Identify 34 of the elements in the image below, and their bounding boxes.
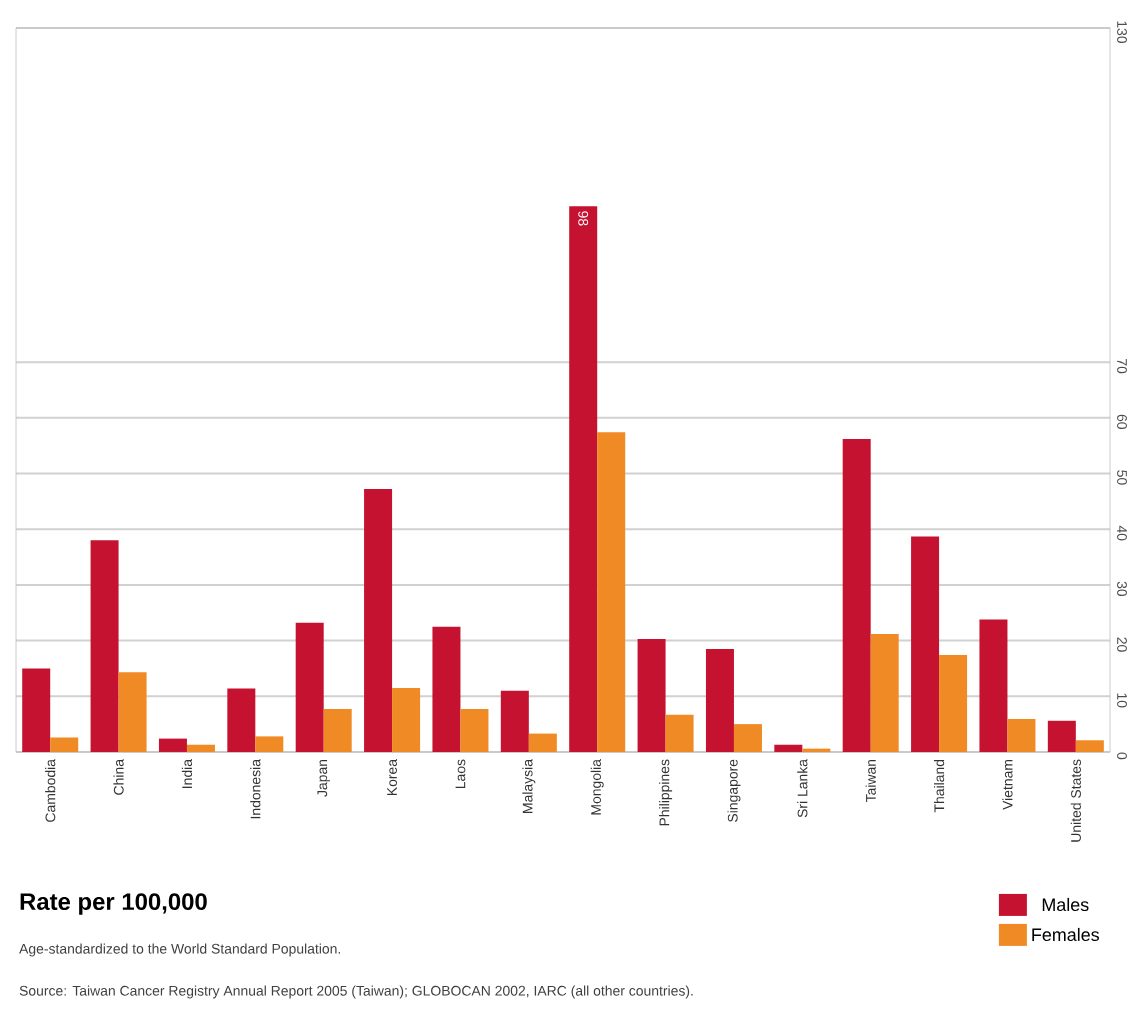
legend-label: Males	[1042, 897, 1089, 912]
bar	[665, 714, 694, 752]
bar	[90, 540, 119, 752]
bar	[870, 633, 899, 752]
bar	[637, 638, 666, 752]
bar	[842, 438, 871, 752]
bar	[1075, 740, 1104, 752]
legend-label: Females	[1032, 927, 1099, 942]
bar	[569, 206, 598, 752]
bar	[50, 737, 79, 752]
bar	[295, 622, 324, 752]
bar	[939, 655, 968, 752]
bar	[774, 744, 803, 752]
bar	[597, 432, 626, 752]
bar	[705, 648, 734, 752]
bar	[500, 690, 529, 752]
bar	[255, 736, 284, 752]
bar	[227, 688, 256, 752]
bar	[118, 672, 147, 752]
bar	[392, 687, 421, 752]
bar	[432, 626, 461, 752]
bar	[1007, 719, 1036, 752]
bar	[1047, 720, 1076, 752]
bar	[460, 709, 489, 752]
bar	[528, 733, 557, 752]
bar	[323, 709, 352, 752]
bar	[911, 536, 940, 752]
bar	[979, 619, 1008, 752]
bar	[733, 724, 762, 752]
bar	[364, 489, 393, 752]
bar	[158, 738, 187, 752]
bar	[186, 744, 215, 752]
bar	[22, 668, 51, 752]
text: Rate per 100,000	[20, 893, 207, 915]
